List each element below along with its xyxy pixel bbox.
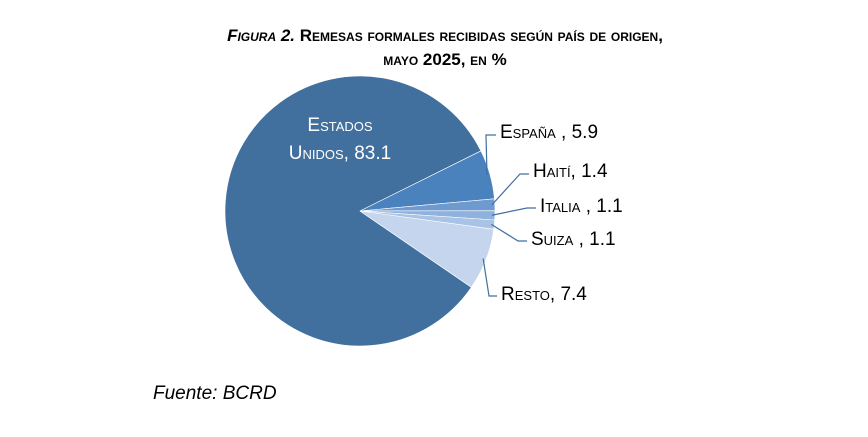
slice-label-espana: España , 5.9 bbox=[500, 122, 598, 143]
pie-slices bbox=[224, 75, 496, 347]
leader-line-espana bbox=[485, 134, 496, 176]
title-line-2: mayo 2025, en % bbox=[383, 50, 507, 69]
leader-line-resto bbox=[482, 258, 497, 297]
pie-slice-estados-unidos bbox=[224, 75, 482, 347]
slice-label-resto: Resto, 7.4 bbox=[501, 284, 587, 305]
leader-line-haiti bbox=[491, 173, 529, 206]
slice-label-italia: Italia , 1.1 bbox=[540, 196, 623, 217]
leader-lines bbox=[482, 134, 536, 297]
figure-number: Figura 2. bbox=[227, 26, 296, 45]
slice-label-haiti: Haití, 1.4 bbox=[533, 161, 608, 182]
slice-label-suiza: Suiza , 1.1 bbox=[531, 229, 616, 250]
pie-slice-resto bbox=[359, 210, 495, 288]
slice-label-estados-unidos: Estados Unidos, 83.1 bbox=[289, 115, 391, 164]
slice-labels: Estados Unidos, 83.1 España , 5.9 Haití, 1.… bbox=[289, 115, 623, 305]
chart-title: Figura 2. Remesas formales recibidas seg… bbox=[100, 24, 790, 72]
title-line-1: Figura 2. Remesas formales recibidas seg… bbox=[100, 24, 790, 48]
title-text-1: Remesas formales recibidas según país de… bbox=[299, 26, 663, 45]
leader-line-suiza bbox=[491, 223, 527, 242]
source-note: Fuente: BCRD bbox=[153, 383, 277, 404]
leader-line-italia bbox=[491, 207, 536, 216]
